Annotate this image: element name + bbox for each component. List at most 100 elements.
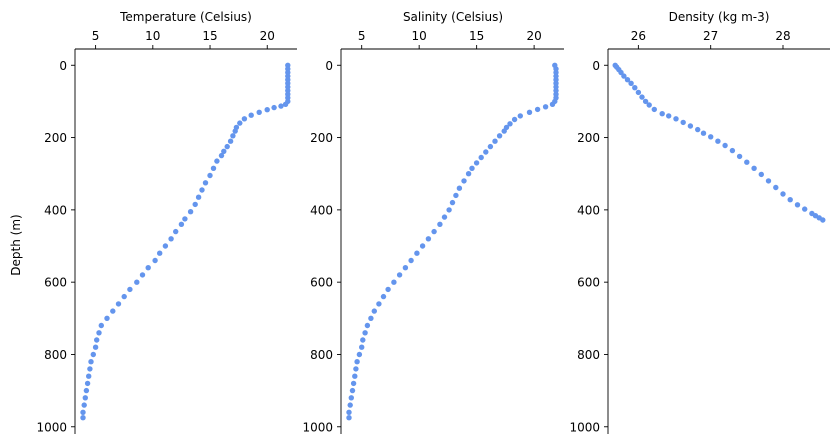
density-data-point [787, 197, 793, 203]
temperature-data-point [84, 380, 91, 387]
temperature-data-point [271, 104, 277, 111]
salinity-data-point [478, 154, 484, 161]
density-data-point [820, 217, 826, 223]
salinity-data-point [346, 409, 352, 415]
temperature-data-point [256, 109, 262, 116]
density-y-tick-label: 0 [592, 59, 600, 73]
salinity-data-point [347, 402, 353, 408]
salinity-data-point [534, 106, 541, 113]
temperature-data-point [227, 138, 234, 144]
temperature-data-point [145, 265, 151, 271]
salinity-data-point [456, 185, 463, 191]
temperature-data-point [87, 366, 93, 372]
salinity-data-point [360, 337, 366, 343]
temperature-data-point [285, 80, 291, 87]
density-data-point [646, 102, 652, 108]
density-y-tick-label: 400 [577, 203, 600, 217]
temperature-y-tick-label: 200 [44, 131, 67, 145]
temperature-data-point [237, 120, 243, 126]
density-data-point [628, 80, 634, 87]
density-data-point [729, 147, 736, 154]
salinity-data-point [349, 387, 356, 394]
temperature-data-point [168, 236, 174, 242]
salinity-data-point [391, 279, 397, 285]
salinity-y-tick-label: 400 [310, 203, 333, 217]
salinity-data-point [425, 236, 432, 242]
temperature-data-point [282, 101, 289, 108]
density-data-point [744, 159, 750, 165]
salinity-data-point [371, 308, 377, 314]
salinity-data-point [517, 113, 523, 119]
temperature-data-point [192, 201, 198, 208]
temperature-data-point [162, 243, 169, 249]
salinity-data-point [461, 178, 467, 184]
salinity-y-tick-label: 200 [310, 131, 333, 145]
salinity-data-point [402, 265, 409, 271]
salinity-data-point [408, 257, 414, 264]
temperature-data-point [110, 308, 116, 314]
temperature-data-point [88, 359, 94, 365]
temperature-data-point [210, 165, 217, 171]
temperature-data-point [83, 387, 90, 394]
temperature-data-point [178, 221, 185, 227]
temperature-data-point [127, 286, 133, 293]
salinity-data-point [501, 128, 507, 134]
temperature-data-point [278, 103, 284, 109]
temperature-y-tick-label: 400 [44, 203, 67, 217]
temperature-data-point [195, 194, 202, 200]
salinity-data-point [356, 351, 363, 358]
temperature-data-point [81, 402, 87, 408]
salinity-data-point [549, 101, 556, 108]
temperature-data-point [121, 293, 127, 300]
temperature-data-point [92, 344, 99, 350]
salinity-data-point [473, 160, 480, 166]
salinity-x-tick-label: 5 [358, 29, 366, 43]
density-y-tick-label: 600 [577, 276, 600, 290]
salinity-data-point [449, 199, 456, 206]
salinity-x-tick-label: 20 [526, 29, 541, 43]
density-x-tick-label: 28 [775, 29, 790, 43]
salinity-data-point [380, 293, 387, 300]
temperature-data-point [157, 250, 163, 256]
salinity-data-point [354, 359, 360, 365]
temperature-y-tick-label: 800 [44, 348, 67, 362]
temperature-data-point [152, 257, 158, 264]
temperature-axis-title: Temperature (Celsius) [119, 10, 252, 24]
salinity-y-tick-label: 0 [325, 59, 333, 73]
salinity-data-point [431, 228, 437, 235]
salinity-data-point [385, 286, 391, 293]
salinity-y-tick-label: 1000 [302, 420, 333, 434]
density-data-point [639, 94, 645, 100]
density-data-point [700, 130, 707, 136]
salinity-data-point [507, 121, 513, 127]
salinity-data-point [362, 330, 368, 336]
density-data-point [751, 165, 757, 171]
temperature-data-point [115, 301, 122, 307]
salinity-data-point [414, 250, 420, 256]
salinity-data-point [492, 138, 498, 144]
salinity-data-point [396, 272, 403, 278]
temperature-data-point [134, 279, 140, 285]
density-data-point [715, 138, 721, 144]
salinity-data-point [453, 192, 459, 199]
figure-ylabel: Depth (m) [9, 214, 23, 275]
salinity-data-point [359, 344, 365, 350]
salinity-y-tick-label: 800 [310, 348, 333, 362]
salinity-data-point [465, 171, 472, 177]
salinity-data-point [496, 133, 503, 139]
temperature-data-point [80, 409, 86, 415]
salinity-data-point [346, 415, 352, 421]
salinity-data-point [542, 104, 549, 110]
density-data-point [632, 85, 638, 91]
panel-temperature: Temperature (Celsius) 5 10 15 2002004006008… [36, 10, 297, 434]
salinity-data-point [469, 165, 475, 171]
temperature-data-point [202, 180, 209, 186]
temperature-y-tick-label: 0 [59, 59, 67, 73]
salinity-data-point [483, 149, 489, 155]
density-data-point [802, 206, 808, 212]
salinity-data-point [364, 322, 371, 329]
salinity-data-point [511, 116, 518, 123]
temperature-data-point [230, 133, 236, 139]
temperature-data-point [182, 216, 188, 222]
